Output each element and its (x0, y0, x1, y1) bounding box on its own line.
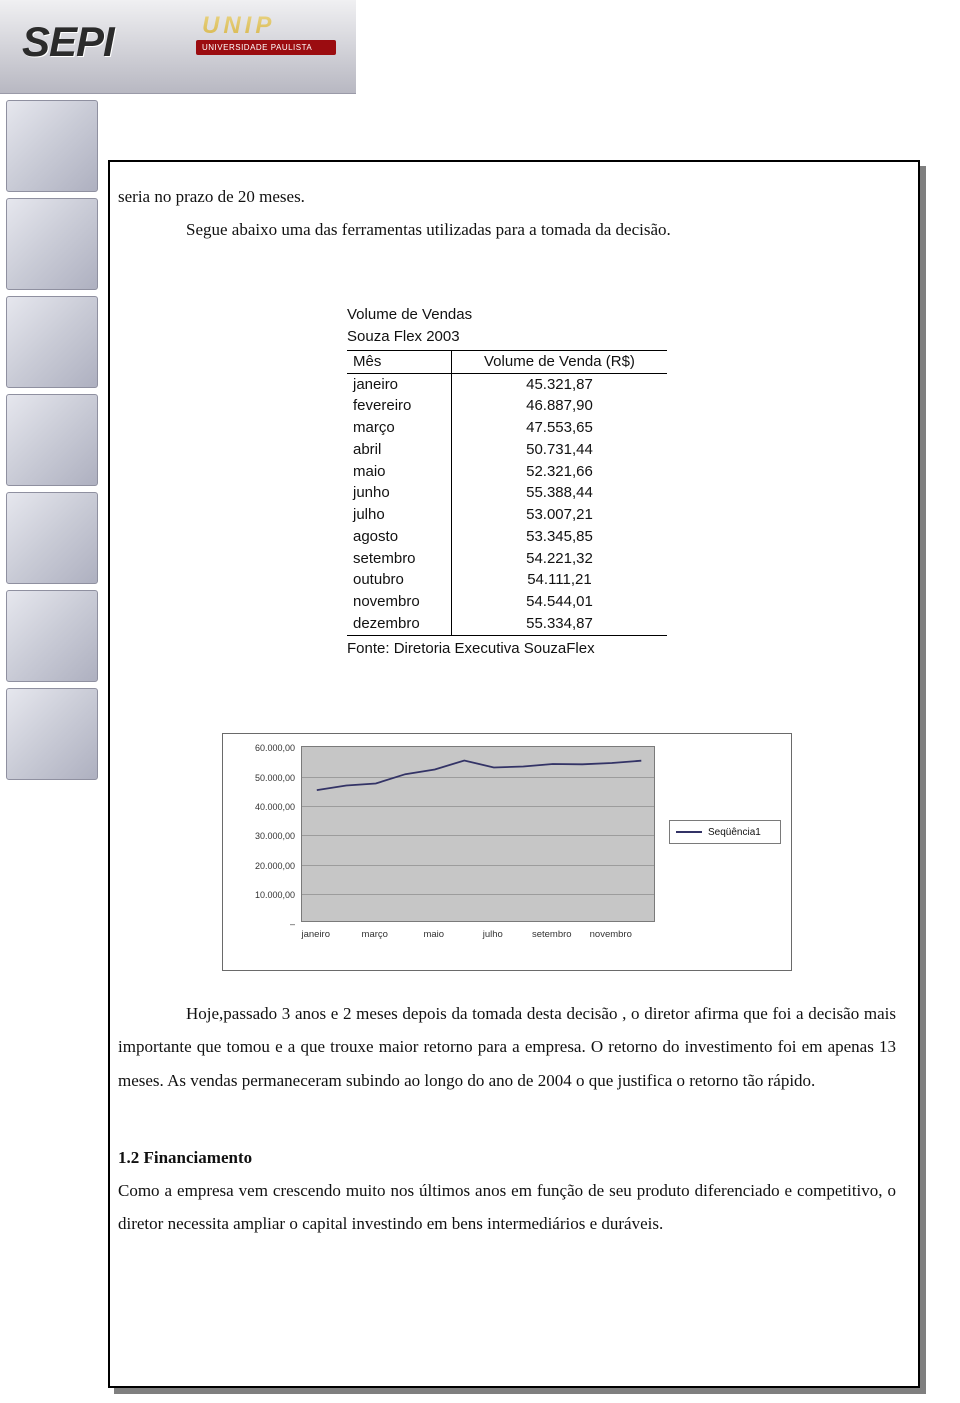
table-row: maio52.321,66 (347, 461, 667, 483)
table-row: março47.553,65 (347, 417, 667, 439)
document-frame: seria no prazo de 20 meses. Segue abaixo… (108, 160, 920, 1388)
x-axis-label: março (362, 926, 388, 945)
cell-value: 52.321,66 (451, 461, 667, 483)
x-axis-label: setembro (532, 926, 572, 945)
x-axis-label: julho (483, 926, 503, 945)
chart-legend: Seqüência1 (669, 820, 781, 844)
side-decor-cell (6, 492, 98, 584)
section-heading-financiamento: 1.2 Financiamento (118, 1141, 896, 1174)
y-axis-label: 30.000,00 (223, 828, 295, 846)
post-chart-paragraph: Hoje,passado 3 anos e 2 meses depois da … (118, 997, 896, 1096)
cell-month: maio (347, 461, 451, 483)
cell-value: 53.345,85 (451, 526, 667, 548)
cell-month: julho (347, 504, 451, 526)
side-decor-cell (6, 394, 98, 486)
cell-value: 47.553,65 (451, 417, 667, 439)
cell-value: 55.388,44 (451, 482, 667, 504)
x-axis-label: janeiro (301, 926, 330, 945)
side-decor-cell (6, 296, 98, 388)
table-row: novembro54.544,01 (347, 591, 667, 613)
side-decor-cell (6, 688, 98, 780)
header-band: SEPI UNIP UNIVERSIDADE PAULISTA (0, 0, 356, 94)
table-row: setembro54.221,32 (347, 548, 667, 570)
cell-month: abril (347, 439, 451, 461)
sepi-logo: SEPI (22, 18, 114, 66)
section-body-financiamento: Como a empresa vem crescendo muito nos ú… (118, 1174, 896, 1240)
cell-month: fevereiro (347, 395, 451, 417)
x-axis-label: maio (423, 926, 444, 945)
table-title-1: Volume de Vendas (347, 304, 667, 326)
side-decor-cell (6, 590, 98, 682)
cell-month: dezembro (347, 613, 451, 635)
cell-value: 53.007,21 (451, 504, 667, 526)
col-header-month: Mês (347, 350, 451, 373)
table-row: agosto53.345,85 (347, 526, 667, 548)
cell-month: janeiro (347, 373, 451, 395)
table-row: outubro54.111,21 (347, 569, 667, 591)
sales-table: Mês Volume de Venda (R$) janeiro45.321,8… (347, 350, 667, 636)
document-body: seria no prazo de 20 meses. Segue abaixo… (110, 162, 918, 1386)
table-row: junho55.388,44 (347, 482, 667, 504)
legend-label: Seqüência1 (708, 823, 761, 843)
side-decor-column (0, 94, 104, 786)
intro-line-2: Segue abaixo uma das ferramentas utiliza… (118, 213, 896, 246)
unip-logo-text: UNIP (196, 14, 348, 38)
cell-month: setembro (347, 548, 451, 570)
y-axis-label: – (223, 916, 295, 934)
cell-month: outubro (347, 569, 451, 591)
y-axis-label: 40.000,00 (223, 799, 295, 817)
cell-value: 55.334,87 (451, 613, 667, 635)
cell-value: 54.111,21 (451, 569, 667, 591)
unip-subtitle: UNIVERSIDADE PAULISTA (196, 40, 336, 55)
side-decor-cell (6, 100, 98, 192)
chart-plot-area (301, 746, 655, 922)
table-title-2: Souza Flex 2003 (347, 326, 667, 348)
y-axis-label: 10.000,00 (223, 887, 295, 905)
cell-value: 46.887,90 (451, 395, 667, 417)
legend-swatch (676, 831, 702, 833)
cell-value: 50.731,44 (451, 439, 667, 461)
table-source: Fonte: Diretoria Executiva SouzaFlex (347, 638, 667, 660)
table-row: janeiro45.321,87 (347, 373, 667, 395)
cell-month: março (347, 417, 451, 439)
sales-line-chart: Seqüência1 – 10.000,00 20.000,00 30.000,00 4… (222, 733, 792, 971)
table-row: fevereiro46.887,90 (347, 395, 667, 417)
y-axis-label: 50.000,00 (223, 770, 295, 788)
intro-fragment: seria no prazo de 20 meses. (118, 180, 896, 213)
sales-table-wrap: Volume de Vendas Souza Flex 2003 Mês Vol… (347, 304, 667, 659)
cell-value: 45.321,87 (451, 373, 667, 395)
table-row: dezembro55.334,87 (347, 613, 667, 635)
side-decor-cell (6, 198, 98, 290)
unip-logo: UNIP UNIVERSIDADE PAULISTA (196, 14, 348, 68)
cell-month: agosto (347, 526, 451, 548)
cell-month: junho (347, 482, 451, 504)
table-row: abril50.731,44 (347, 439, 667, 461)
x-axis-label: novembro (590, 926, 632, 945)
y-axis-label: 20.000,00 (223, 858, 295, 876)
cell-value: 54.221,32 (451, 548, 667, 570)
table-row: julho53.007,21 (347, 504, 667, 526)
col-header-value: Volume de Venda (R$) (451, 350, 667, 373)
cell-value: 54.544,01 (451, 591, 667, 613)
cell-month: novembro (347, 591, 451, 613)
y-axis-label: 60.000,00 (223, 740, 295, 758)
